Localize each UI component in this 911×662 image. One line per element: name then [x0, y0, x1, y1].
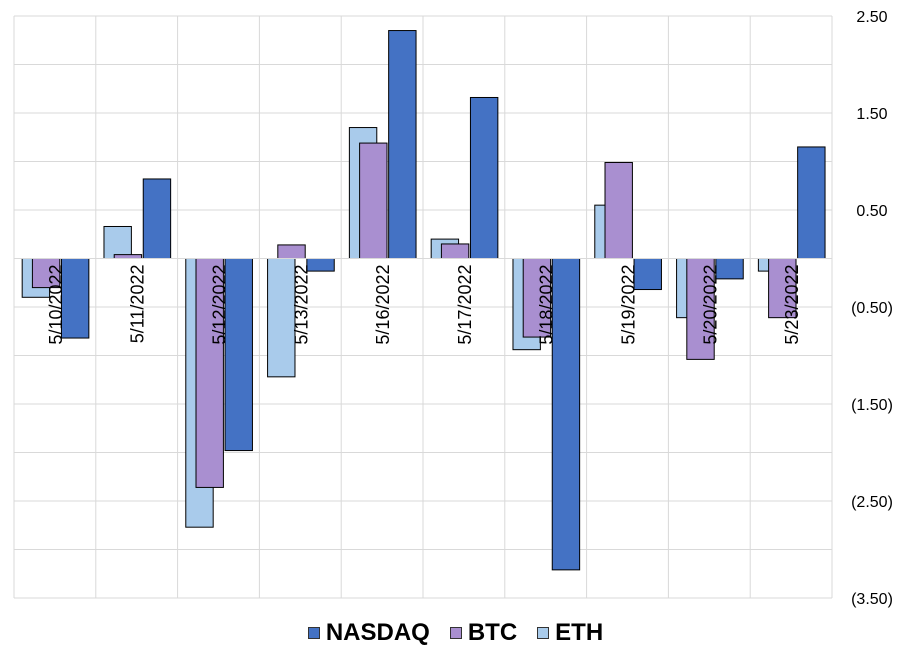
legend-label: ETH	[555, 619, 604, 646]
bar-eth	[103, 225, 132, 260]
x-tick-label: 5/17/2022	[455, 265, 475, 345]
legend-swatch	[307, 627, 320, 639]
bar-btc	[277, 244, 306, 259]
bar-nasdaq	[797, 146, 826, 259]
bar-btc	[604, 161, 633, 259]
bar-btc	[113, 254, 143, 259]
legend-swatch	[449, 627, 462, 639]
legend-swatch	[537, 627, 550, 639]
bar-btc	[195, 258, 224, 488]
bar-nasdaq	[60, 258, 90, 339]
y-tick-label: (0.50)	[851, 300, 893, 317]
x-tick-label: 5/10/2022	[46, 265, 66, 345]
bar-btc	[440, 243, 470, 259]
legend-label: NASDAQ	[325, 619, 430, 646]
y-tick-label: (2.50)	[851, 494, 893, 511]
bar-btc	[686, 258, 715, 360]
bar-nasdaq	[142, 178, 172, 260]
x-tick-label: 5/20/2022	[700, 265, 720, 345]
legend-item-nasdaq: NASDAQ	[307, 619, 430, 647]
bar-btc	[522, 258, 552, 338]
x-tick-label: 5/16/2022	[373, 265, 393, 345]
bar-nasdaq	[551, 258, 581, 571]
x-tick-label: 5/19/2022	[619, 265, 639, 345]
x-tick-label: 5/11/2022	[128, 265, 148, 344]
x-tick-label: 5/12/2022	[210, 265, 230, 345]
legend-item-eth: ETH	[537, 619, 603, 647]
chart-legend: NASDAQ BTC ETH	[0, 616, 911, 650]
y-tick-label: 1.50	[856, 106, 887, 123]
bar-nasdaq	[633, 258, 662, 291]
bar-nasdaq	[224, 258, 253, 452]
bar-btc	[768, 258, 797, 319]
x-tick-label: 5/18/2022	[537, 265, 557, 345]
y-tick-label: (3.50)	[851, 591, 893, 608]
y-tick-label: 0.50	[856, 203, 887, 220]
legend-item-btc: BTC	[449, 619, 518, 647]
bar-nasdaq	[388, 30, 417, 259]
legend-label: BTC	[467, 619, 518, 646]
bar-nasdaq	[469, 96, 499, 260]
y-tick-label: 2.50	[856, 9, 887, 26]
y-tick-label: (1.50)	[851, 397, 893, 414]
x-tick-label: 5/23/2022	[782, 265, 802, 345]
bar-btc	[359, 142, 388, 260]
x-tick-label: 5/13/2022	[291, 265, 311, 345]
